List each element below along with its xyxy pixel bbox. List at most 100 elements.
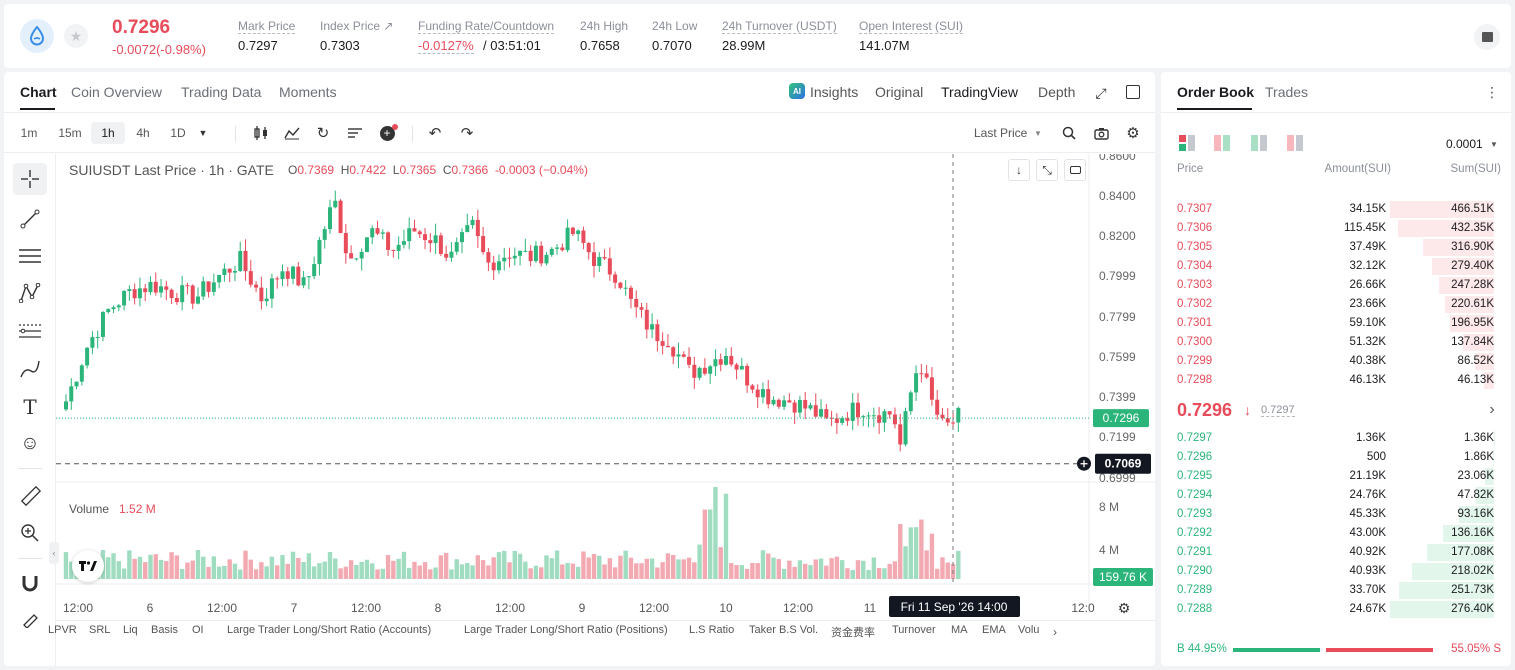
- interval-15m[interactable]: 15m: [58, 126, 82, 140]
- stat-label-index-price[interactable]: Index Price ↗: [320, 19, 394, 33]
- popout-window-icon[interactable]: [1126, 85, 1140, 99]
- tabs-next-icon[interactable]: ›: [1053, 625, 1057, 639]
- interval-1d[interactable]: 1D: [170, 126, 186, 140]
- indicator-tab[interactable]: Turnover: [892, 624, 936, 636]
- indicator-tab[interactable]: EMA: [982, 624, 1006, 636]
- stat-label-open-interest[interactable]: Open Interest (SUI): [859, 19, 964, 34]
- price-type-select[interactable]: Last Price: [974, 126, 1028, 140]
- indicator-tab[interactable]: LPVR: [48, 624, 77, 636]
- tab-moments[interactable]: Moments: [279, 84, 337, 100]
- bid-row[interactable]: 0.7288 24.67K 276.40K: [1161, 600, 1506, 619]
- indicator-tab[interactable]: 资金费率: [831, 627, 875, 639]
- lock-drawing-icon[interactable]: [16, 607, 44, 631]
- ruler-tool-icon[interactable]: [16, 482, 44, 510]
- ask-row[interactable]: 0.7299 40.38K 86.52K: [1161, 352, 1506, 371]
- book-icon[interactable]: [1474, 24, 1500, 50]
- bid-row[interactable]: 0.7289 33.70K 251.73K: [1161, 581, 1506, 600]
- view-bids-icon[interactable]: [1251, 135, 1267, 151]
- view-tradingview[interactable]: TradingView: [941, 84, 1019, 100]
- indicator-tab[interactable]: MA: [951, 624, 968, 636]
- bid-row[interactable]: 0.7296 500 1.86K: [1161, 448, 1506, 467]
- view-depth[interactable]: Depth: [1038, 84, 1076, 100]
- view-original[interactable]: Original: [875, 84, 924, 100]
- tab-order-book[interactable]: Order Book: [1177, 84, 1255, 100]
- view-both-icon[interactable]: [1179, 135, 1195, 151]
- indicators-icon[interactable]: [283, 124, 301, 142]
- tab-trades[interactable]: Trades: [1265, 84, 1309, 100]
- chevron-right-icon[interactable]: ›: [1489, 401, 1495, 418]
- ask-row[interactable]: 0.7302 23.66K 220.61K: [1161, 295, 1506, 314]
- pattern-tool-icon[interactable]: [16, 279, 44, 307]
- bid-row[interactable]: 0.7291 40.92K 177.08K: [1161, 543, 1506, 562]
- bid-row[interactable]: 0.7297 1.36K 1.36K: [1161, 429, 1506, 448]
- redo-icon[interactable]: ↷: [460, 125, 474, 142]
- tab-coin-overview[interactable]: Coin Overview: [71, 84, 163, 100]
- bid-row[interactable]: 0.7294 24.76K 47.82K: [1161, 486, 1506, 505]
- ask-row[interactable]: 0.7305 37.49K 316.90K: [1161, 238, 1506, 257]
- undo-icon[interactable]: ↶: [428, 125, 442, 142]
- bid-row[interactable]: 0.7295 21.19K 23.06K: [1161, 467, 1506, 486]
- view-asks-icon[interactable]: [1287, 135, 1303, 151]
- emoji-tool-icon[interactable]: ☺: [20, 433, 40, 454]
- search-icon[interactable]: [1060, 124, 1078, 142]
- view-asks-bids-icon[interactable]: [1214, 135, 1230, 151]
- indicator-tab[interactable]: OI: [192, 624, 204, 636]
- ai-insights-icon[interactable]: AI: [789, 83, 805, 99]
- price-chart[interactable]: 0.8600 0.8400 0.8200 0.7999 0.7799 0.7599 0.73…: [56, 154, 1155, 670]
- stat-label-24h-turnover[interactable]: 24h Turnover (USDT): [722, 19, 837, 34]
- expand-icon[interactable]: ⤢: [1095, 84, 1107, 101]
- interval-1h[interactable]: 1h: [91, 122, 125, 144]
- chart-settings-icon[interactable]: ⚙: [1117, 599, 1131, 616]
- bid-row[interactable]: 0.7293 45.33K 93.16K: [1161, 505, 1506, 524]
- interval-dropdown-icon[interactable]: ▼: [198, 128, 208, 138]
- ask-row[interactable]: 0.7301 59.10K 196.95K: [1161, 314, 1506, 333]
- templates-icon[interactable]: [346, 124, 364, 142]
- stat-label-funding-rate[interactable]: Funding Rate/Countdown: [418, 19, 555, 34]
- collapse-toolbar-icon[interactable]: ‹: [49, 542, 59, 564]
- view-insights[interactable]: Insights: [810, 84, 859, 100]
- precision-select[interactable]: 0.0001: [1446, 137, 1483, 151]
- interval-4h[interactable]: 4h: [136, 126, 150, 140]
- indicator-tab[interactable]: Large Trader Long/Short Ratio (Positions…: [464, 624, 668, 636]
- settings-gear-icon[interactable]: ⚙: [1126, 125, 1140, 142]
- collapse-chart-icon[interactable]: ⤡: [1036, 159, 1058, 181]
- bid-row[interactable]: 0.7292 43.00K 136.16K: [1161, 524, 1506, 543]
- horizontal-lines-tool-icon[interactable]: [16, 242, 44, 270]
- more-options-icon[interactable]: ⋮: [1485, 83, 1499, 100]
- ask-row[interactable]: 0.7307 34.15K 466.51K: [1161, 200, 1506, 219]
- fib-tool-icon[interactable]: [16, 317, 44, 345]
- indicator-tab[interactable]: SRL: [89, 624, 111, 636]
- magnet-tool-icon[interactable]: [16, 569, 44, 597]
- replay-icon[interactable]: ↻: [316, 125, 330, 142]
- scroll-down-icon[interactable]: ↓: [1008, 159, 1030, 181]
- camera-icon[interactable]: [1092, 124, 1110, 142]
- favorite-star-icon[interactable]: ★: [64, 24, 88, 48]
- ask-row[interactable]: 0.7303 26.66K 247.28K: [1161, 276, 1506, 295]
- trendline-tool-icon[interactable]: [16, 205, 44, 233]
- price-type-dropdown-icon[interactable]: ▼: [1034, 128, 1042, 138]
- restore-chart-icon[interactable]: [1064, 159, 1086, 181]
- text-tool-icon[interactable]: T: [23, 395, 37, 419]
- candlestick-type-icon[interactable]: [252, 124, 270, 142]
- precision-dropdown-icon[interactable]: ▼: [1490, 139, 1498, 149]
- add-indicator-icon[interactable]: +: [378, 124, 398, 142]
- ask-row[interactable]: 0.7306 115.45K 432.35K: [1161, 219, 1506, 238]
- ask-row[interactable]: 0.7304 32.12K 279.40K: [1161, 257, 1506, 276]
- tab-trading-data[interactable]: Trading Data: [181, 84, 262, 100]
- ask-row[interactable]: 0.7300 51.32K 137.84K: [1161, 333, 1506, 352]
- brush-tool-icon[interactable]: [16, 355, 44, 383]
- indicator-tab[interactable]: Volu: [1018, 624, 1040, 636]
- indicator-tab[interactable]: L.S Ratio: [689, 624, 735, 636]
- ask-row[interactable]: 0.7298 46.13K 46.13K: [1161, 371, 1506, 390]
- stat-label-mark-price[interactable]: Mark Price: [238, 19, 296, 34]
- tradingview-logo-icon[interactable]: [72, 550, 104, 582]
- bid-row[interactable]: 0.7290 40.93K 218.02K: [1161, 562, 1506, 581]
- tab-chart[interactable]: Chart: [20, 84, 57, 100]
- indicator-tab[interactable]: Large Trader Long/Short Ratio (Accounts): [227, 624, 432, 636]
- crosshair-tool-icon[interactable]: [13, 163, 47, 195]
- interval-1m[interactable]: 1m: [20, 126, 38, 140]
- zoom-in-tool-icon[interactable]: [16, 519, 44, 547]
- indicator-tab[interactable]: Basis: [151, 624, 178, 636]
- indicator-tab[interactable]: Taker B.S Vol.: [749, 624, 819, 636]
- indicator-tab[interactable]: Liq: [123, 624, 138, 636]
